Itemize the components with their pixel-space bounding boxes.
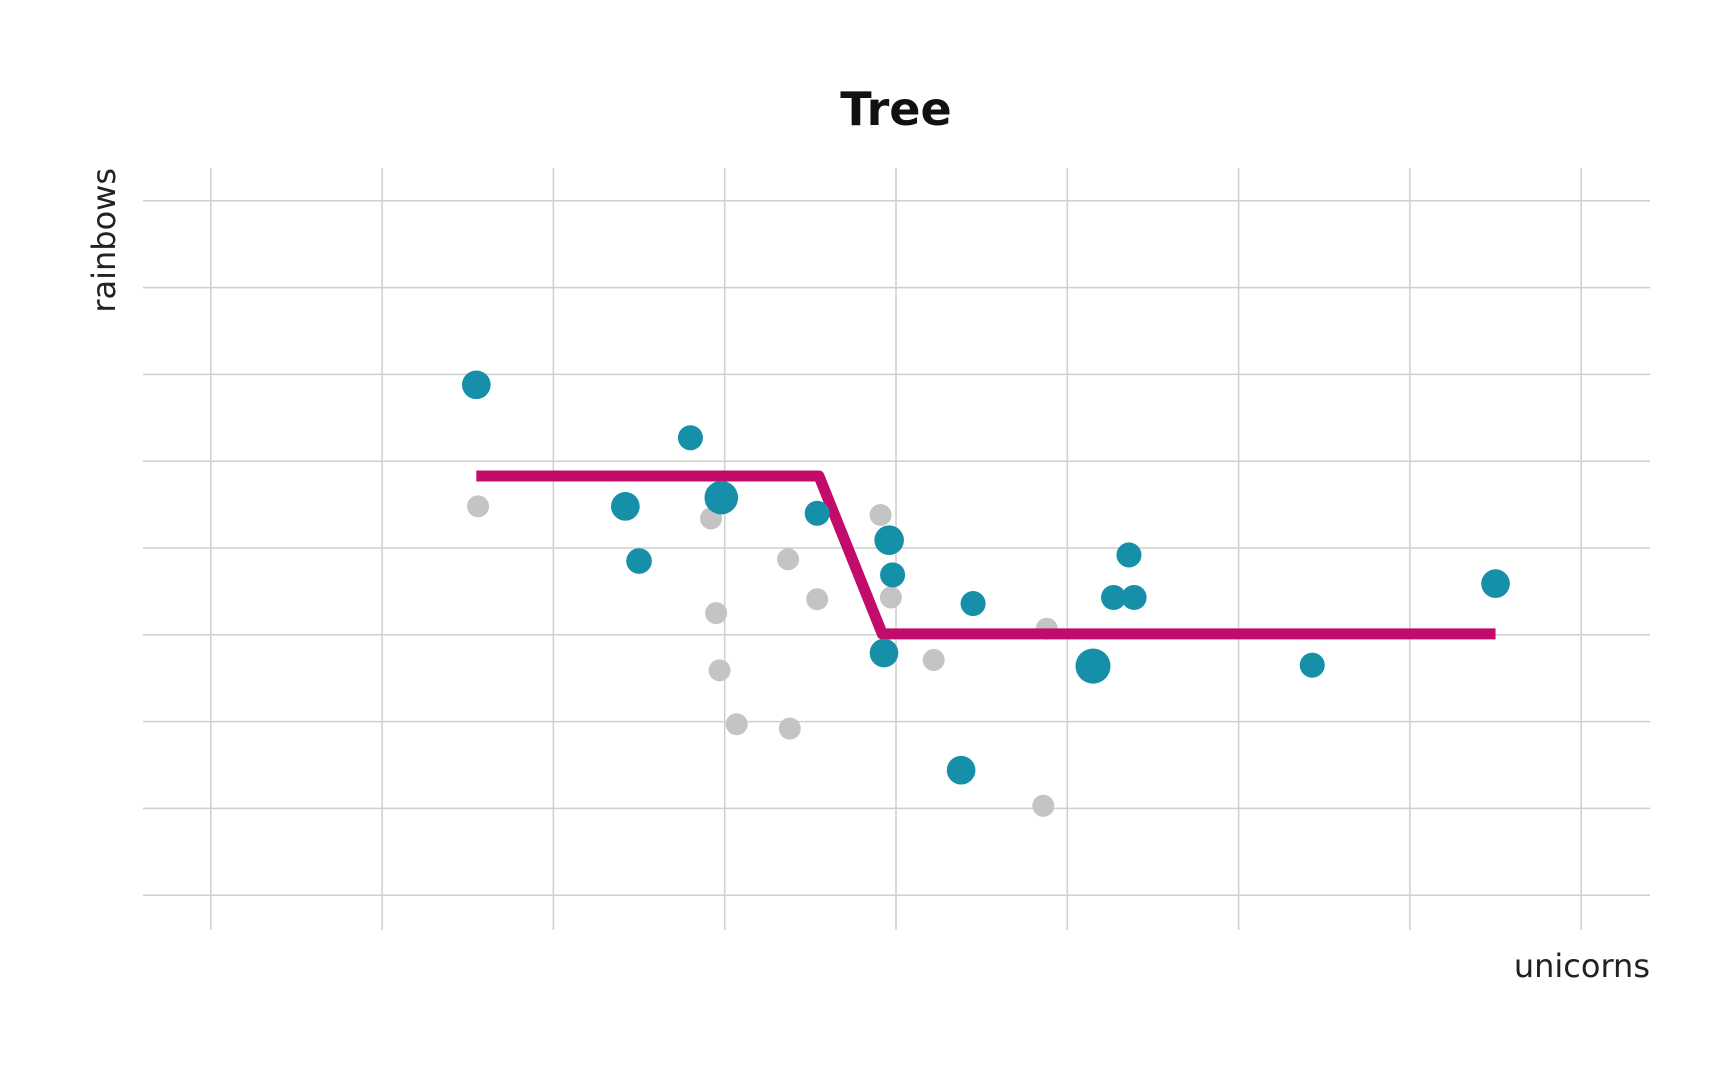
other-point: [705, 602, 728, 625]
x-axis-label: unicorns: [1514, 947, 1650, 985]
other-point: [1032, 794, 1055, 817]
training-point: [611, 492, 640, 521]
chart-title: Tree: [840, 82, 951, 136]
training-point: [880, 562, 906, 588]
other-point: [869, 504, 892, 527]
other-point: [708, 659, 731, 682]
training-point: [1299, 652, 1325, 678]
training-point: [960, 591, 986, 617]
tree-prediction-line: [476, 470, 1496, 640]
training-point: [1101, 584, 1127, 611]
training-point: [1075, 648, 1111, 684]
other-point: [879, 586, 902, 609]
training-point: [869, 638, 899, 668]
other-point: [806, 588, 829, 611]
training-point: [1481, 569, 1510, 598]
other-point: [467, 495, 490, 518]
training-point: [1116, 542, 1142, 568]
other-point: [922, 648, 945, 671]
other-point: [778, 717, 801, 740]
training-point: [946, 755, 976, 785]
other-point: [725, 713, 748, 736]
training-point: [1121, 584, 1147, 611]
data-layer: [461, 370, 1510, 817]
other-point: [777, 548, 800, 571]
training-point: [626, 548, 652, 574]
training-point: [461, 370, 491, 400]
training-point: [677, 425, 703, 451]
y-axis-label: rainbows: [85, 168, 123, 313]
training-point: [874, 525, 904, 555]
training-point: [804, 500, 830, 526]
training-point: [704, 480, 739, 515]
